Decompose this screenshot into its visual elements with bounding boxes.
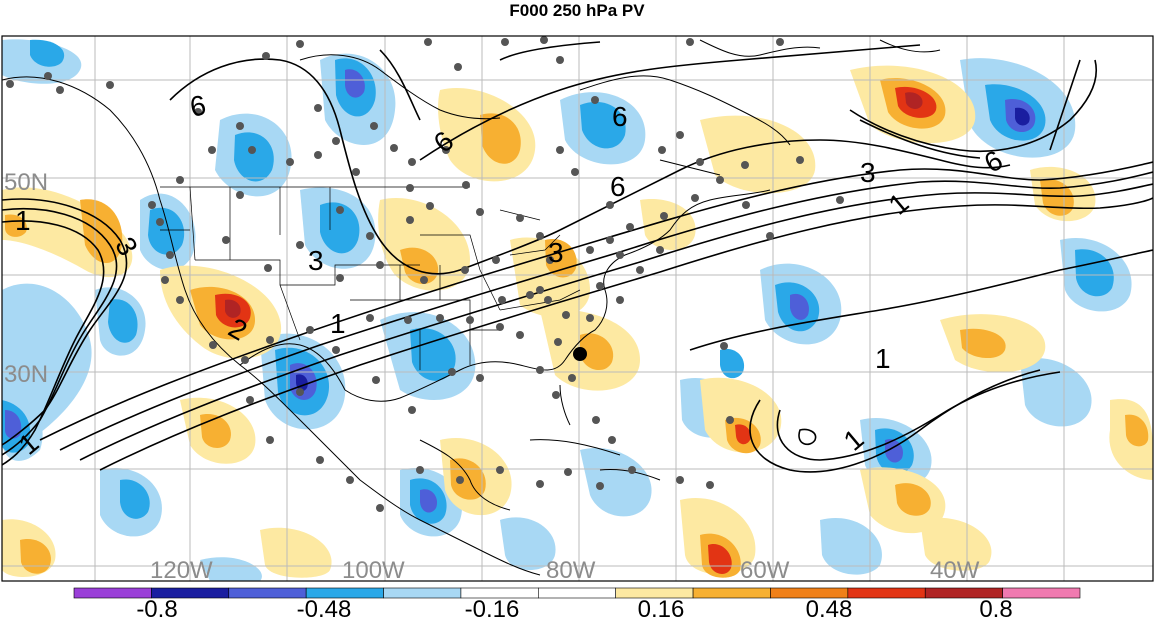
colorbar-tick-label: -0.8 [136, 596, 177, 619]
coastlines [2, 39, 941, 576]
lat-label-50n: 50N [4, 169, 48, 196]
contour-label: 3 [548, 237, 564, 268]
highlight-station [573, 347, 587, 361]
colorbar-swatch [847, 587, 926, 599]
colorbar-tick-label: 0.8 [979, 596, 1012, 619]
pv-contours [2, 41, 1153, 473]
state-borders [160, 186, 581, 370]
lon-label-100w: 100W [342, 557, 405, 584]
colorbar [73, 587, 1081, 599]
colorbar-swatch [1002, 587, 1081, 599]
negative-anomaly-extreme [296, 107, 1030, 392]
colorbar-swatch [538, 587, 616, 599]
colorbar-tick-label: -0.48 [297, 596, 352, 619]
lat-label-30n: 30N [4, 361, 48, 388]
lon-label-40w: 40W [930, 557, 980, 584]
contour-label: 6 [612, 101, 628, 132]
lat-lon-grid [2, 36, 1153, 581]
colorbar-tick-label: 0.16 [638, 596, 685, 619]
map-frame [1, 35, 1154, 582]
contour-label: 6 [188, 89, 209, 122]
lon-label-120w: 120W [150, 557, 213, 584]
contour-label: 6 [610, 171, 626, 202]
observation-stations [6, 36, 844, 512]
lon-label-80w: 80W [546, 557, 596, 584]
contour-label: 3 [308, 245, 324, 276]
contour-label: 3 [860, 157, 876, 188]
contour-label: 1 [15, 205, 31, 236]
map-title: F000 250 hPa PV [509, 1, 645, 20]
colorbar-swatch [383, 587, 462, 599]
lon-label-60w: 60W [740, 557, 790, 584]
colorbar-swatch [228, 587, 307, 599]
contour-label: 1 [875, 343, 891, 374]
positive-anomaly-extreme [225, 92, 923, 318]
contour-label: 1 [330, 308, 346, 339]
colorbar-tick-label: -0.16 [465, 596, 520, 619]
colorbar-swatch [692, 587, 771, 599]
colorbar-tick-label: 0.48 [806, 596, 853, 619]
